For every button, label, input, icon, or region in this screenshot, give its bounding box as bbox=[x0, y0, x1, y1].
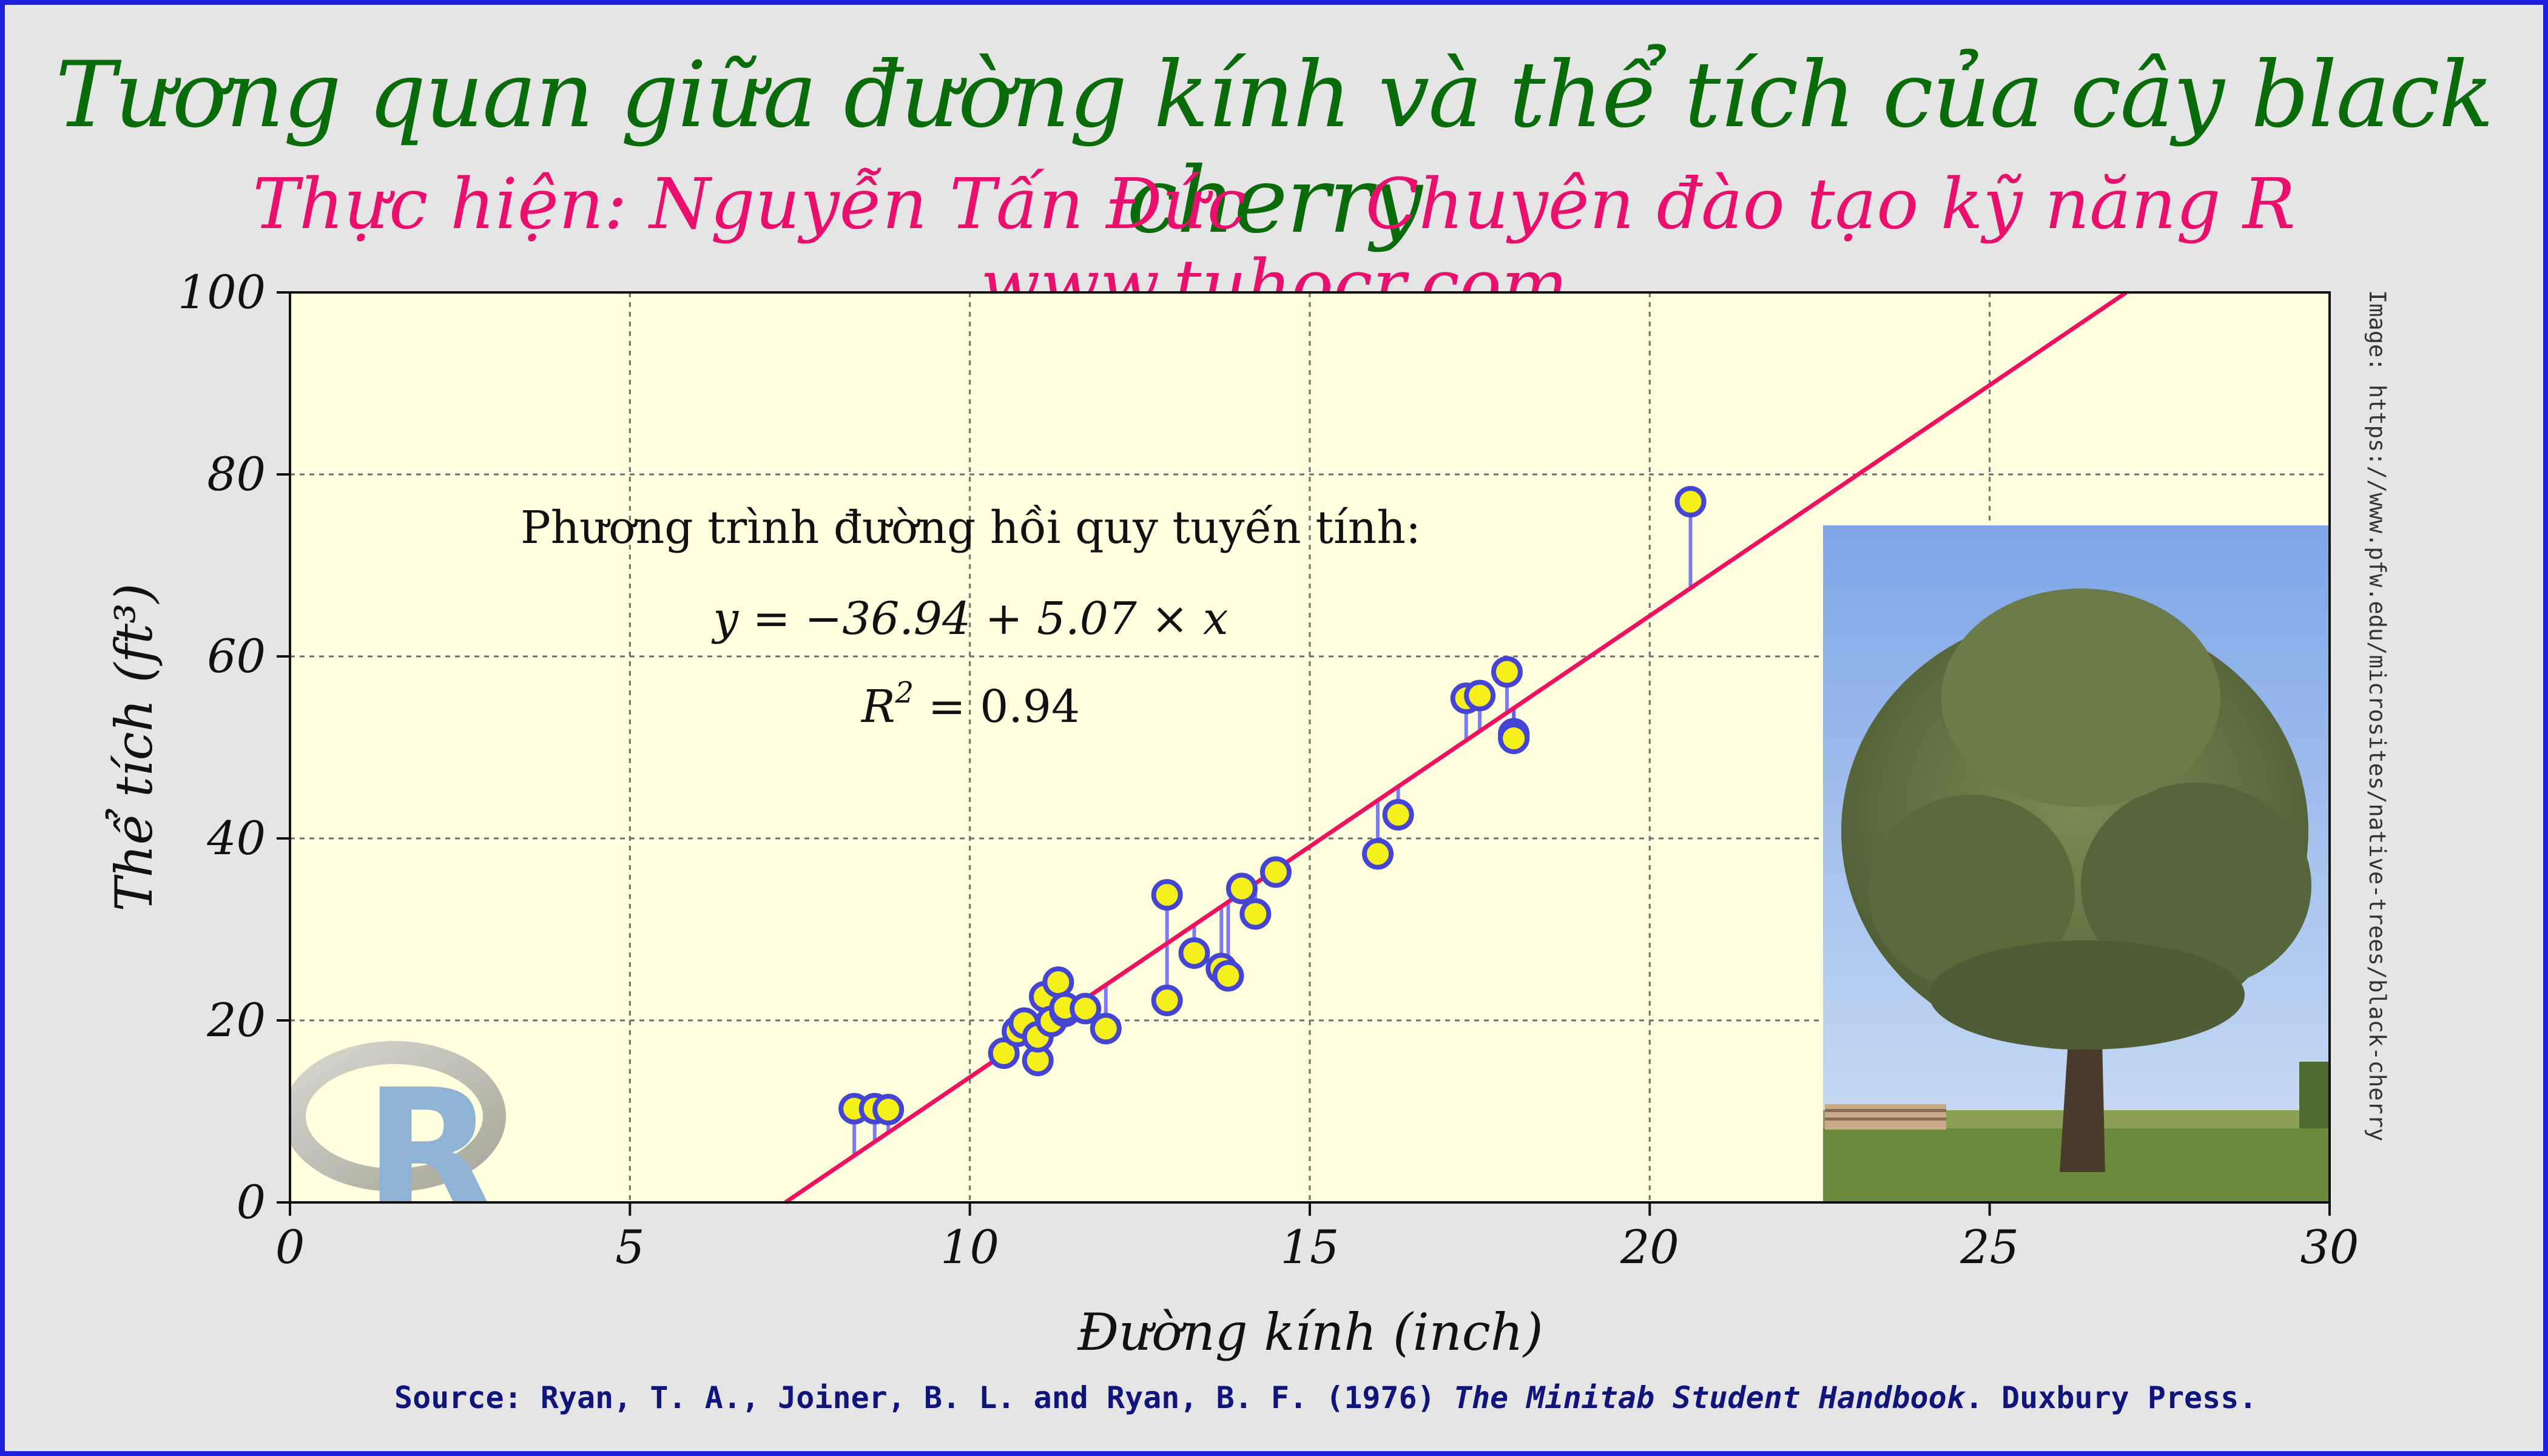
data-point bbox=[1239, 898, 1272, 930]
data-point bbox=[1042, 966, 1074, 998]
data-point bbox=[872, 1094, 905, 1125]
r-logo-icon: R bbox=[290, 1041, 506, 1251]
chart-subtitle: Thực hiện: Nguyễn Tấn Đức Chuyên đào tạo… bbox=[0, 164, 2548, 326]
annotation-heading: Phương trình đường hồi quy tuyến tính: bbox=[521, 502, 1421, 554]
y-axis-label: Thể tích (ft³) bbox=[104, 583, 164, 911]
data-points bbox=[838, 486, 1707, 1125]
r-squared-label: R bbox=[860, 681, 895, 733]
data-point bbox=[1464, 679, 1496, 712]
x-tick-label: 25 bbox=[1960, 1220, 2019, 1274]
data-point bbox=[1362, 838, 1394, 870]
data-point bbox=[1178, 937, 1210, 969]
source-citation: Source: Ryan, T. A., Joiner, B. L. and R… bbox=[394, 1380, 2257, 1415]
x-tick-label: 20 bbox=[1620, 1220, 1679, 1274]
data-point bbox=[1491, 656, 1523, 688]
author-credit: Thực hiện: Nguyễn Tấn Đức bbox=[252, 164, 1247, 245]
data-point bbox=[1225, 872, 1258, 905]
data-point bbox=[1151, 879, 1183, 911]
data-point bbox=[1212, 960, 1244, 992]
data-point bbox=[1151, 985, 1183, 1016]
x-tick-label: 15 bbox=[1281, 1220, 1340, 1274]
x-axis-ticks: 0 5 10 15 20 25 30 bbox=[275, 1202, 2359, 1274]
data-point bbox=[1382, 799, 1414, 831]
data-point bbox=[1259, 856, 1292, 888]
x-tick-label: 0 bbox=[275, 1220, 305, 1274]
tree-photo bbox=[1823, 525, 2330, 1202]
y-axis-ticks: 0 20 40 60 80 100 bbox=[178, 265, 290, 1229]
tagline: Chuyên đào tạo kỹ năng R bbox=[1365, 164, 2296, 245]
data-point bbox=[1498, 723, 1530, 754]
y-tick-label: 100 bbox=[178, 265, 266, 319]
svg-text:R: R bbox=[364, 1053, 495, 1251]
data-point bbox=[1090, 1013, 1122, 1045]
x-tick-label: 30 bbox=[2300, 1220, 2359, 1274]
data-point bbox=[1674, 486, 1707, 517]
chart-title: Tương quan giữa đường kính và thể tích c… bbox=[55, 42, 2493, 254]
source-prefix: Source: Ryan, T. A., Joiner, B. L. and R… bbox=[394, 1380, 1454, 1415]
x-axis-label: Đường kính (inch) bbox=[1077, 1303, 1543, 1362]
y-tick-label: 60 bbox=[207, 629, 266, 683]
data-point bbox=[988, 1037, 1020, 1069]
x-tick-label: 10 bbox=[940, 1220, 999, 1274]
y-tick-label: 40 bbox=[206, 811, 266, 865]
y-tick-label: 0 bbox=[237, 1175, 266, 1229]
y-tick-label: 20 bbox=[206, 993, 266, 1047]
r-squared-exponent: 2 bbox=[895, 676, 914, 710]
regression-equation: y = −36.94 + 5.07 × x bbox=[711, 593, 1228, 645]
r-squared-value: = 0.94 bbox=[914, 681, 1080, 733]
source-suffix: . Duxbury Press. bbox=[1964, 1380, 2257, 1415]
y-tick-label: 80 bbox=[207, 447, 266, 501]
x-tick-label: 5 bbox=[615, 1220, 644, 1274]
image-credit: Image: https://www.pfw.edu/microsites/na… bbox=[2364, 290, 2390, 1142]
r-squared: R2 = 0.94 bbox=[860, 676, 1080, 733]
source-book: The Minitab Student Handbook bbox=[1453, 1380, 1965, 1415]
data-point bbox=[1070, 993, 1102, 1025]
